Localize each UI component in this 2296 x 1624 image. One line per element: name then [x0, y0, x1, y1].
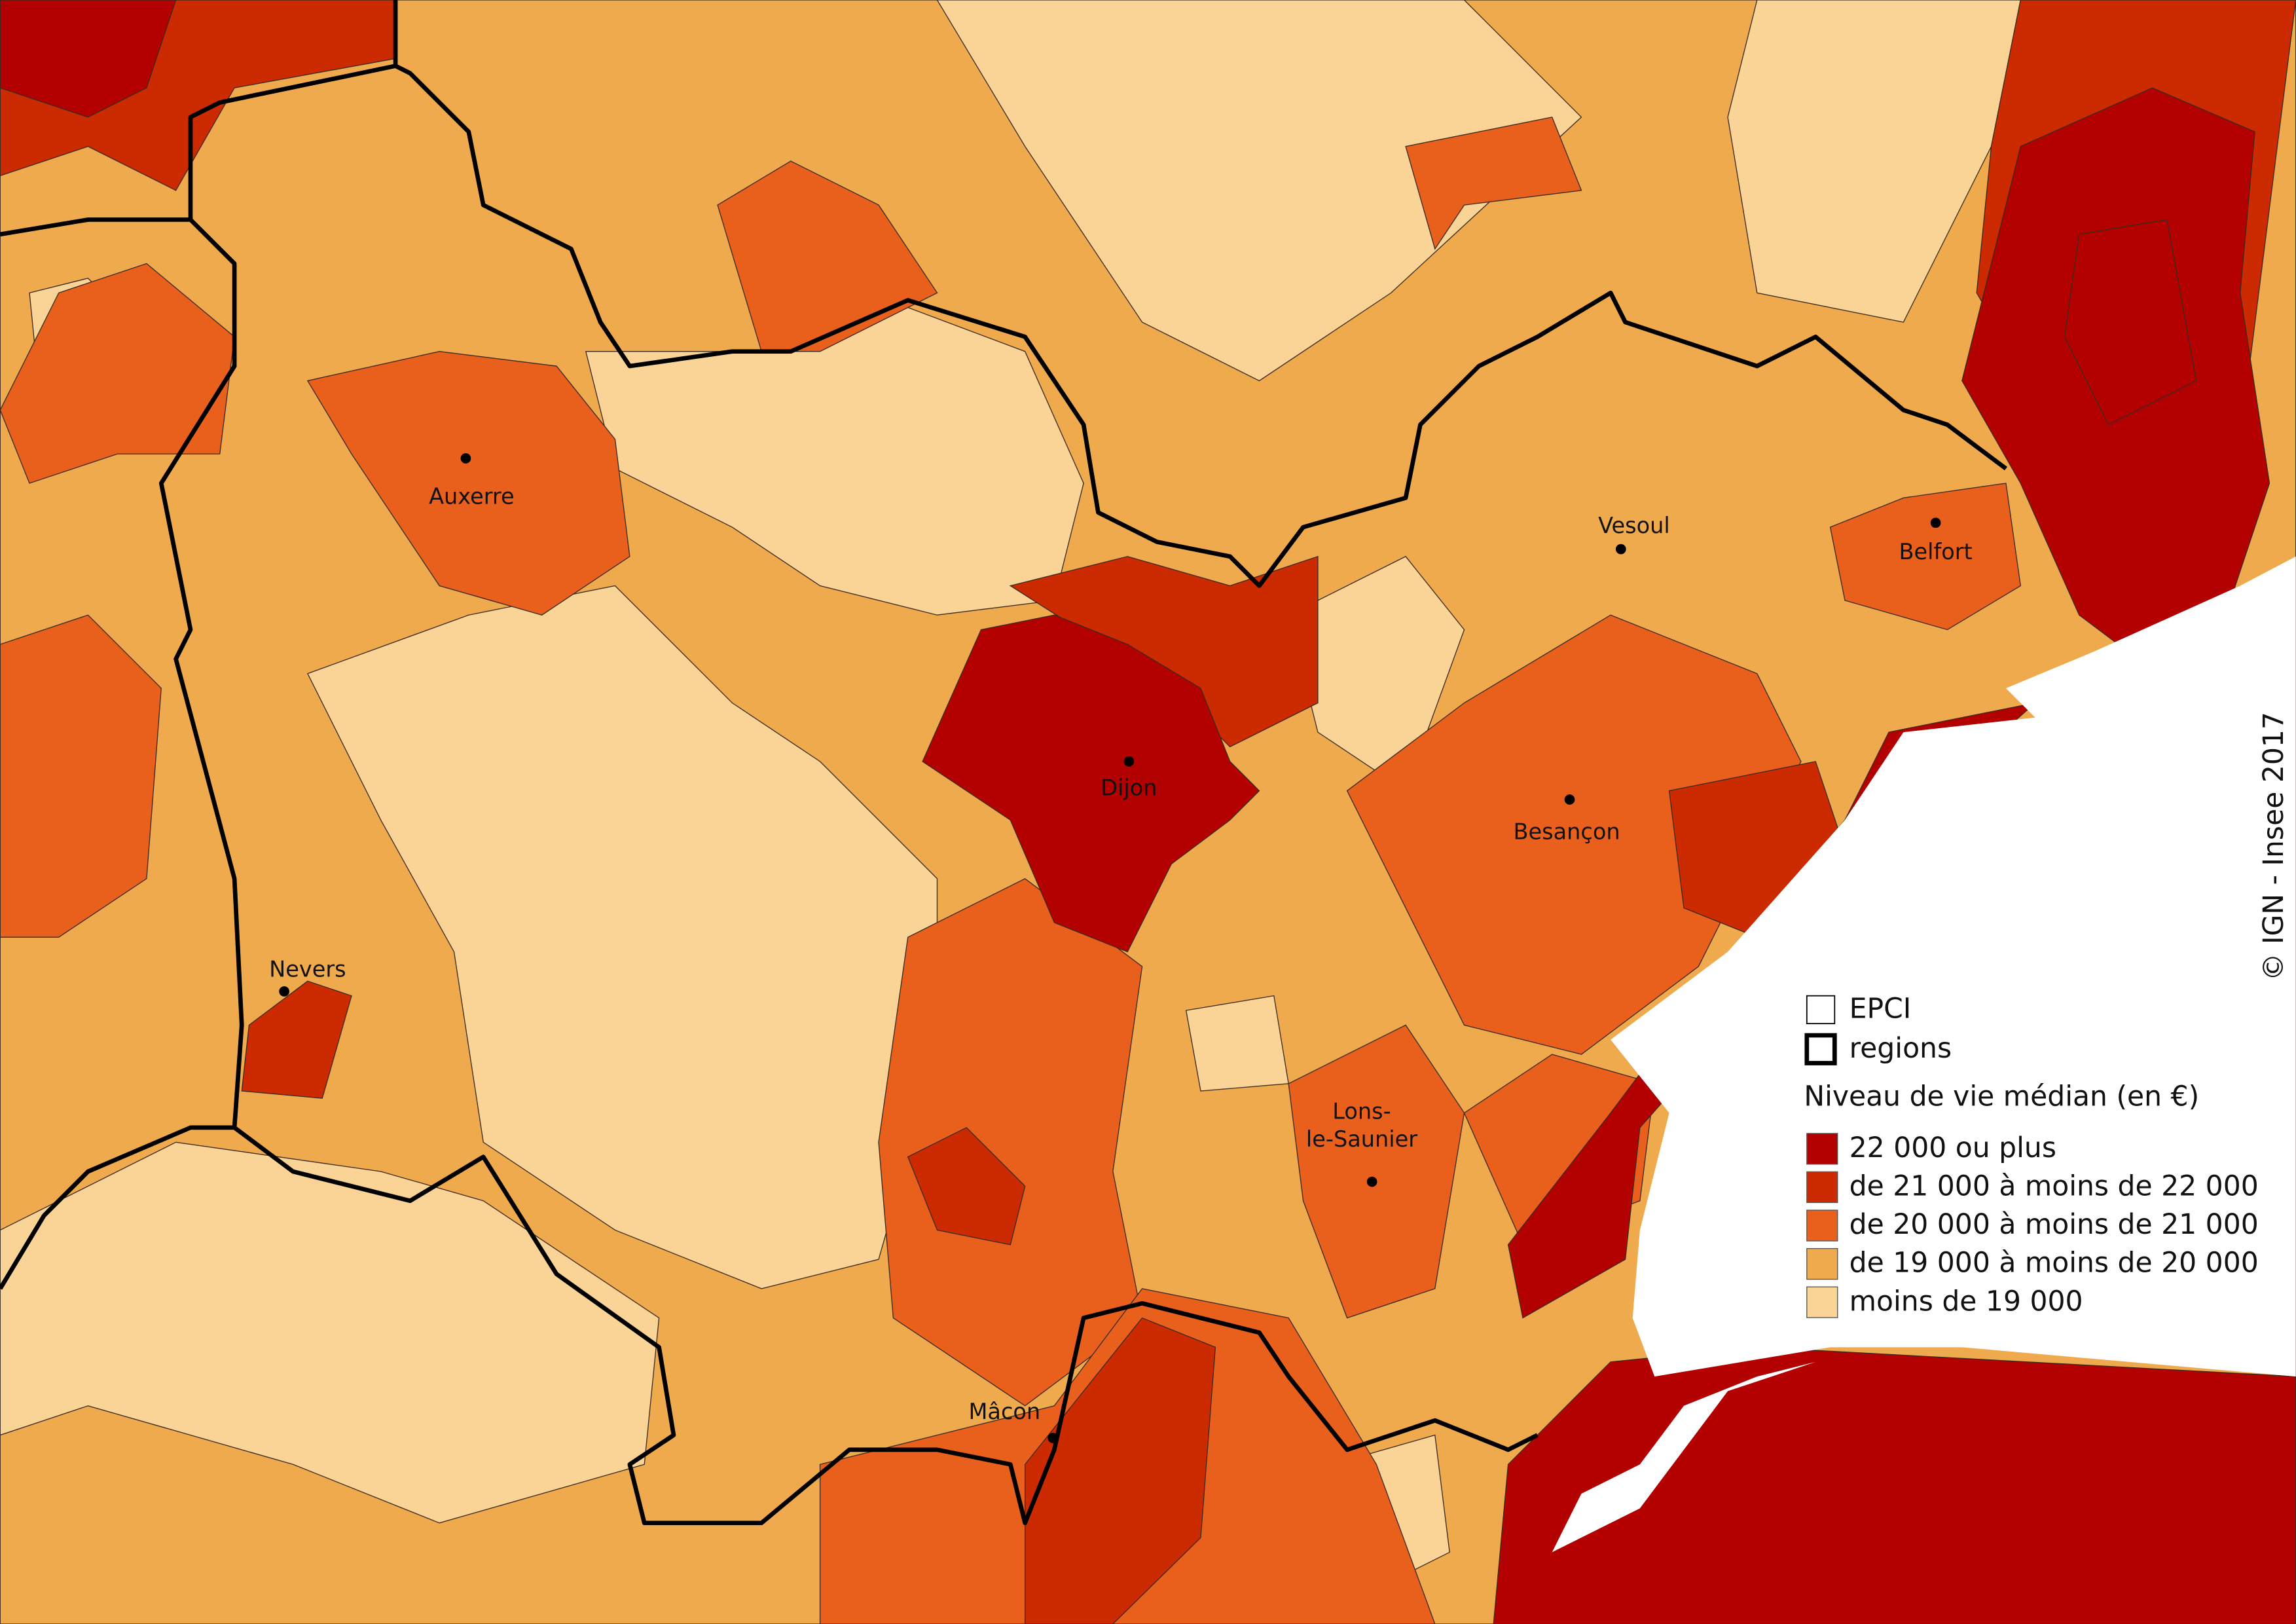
- epci-area: [878, 877, 1143, 1407]
- city-label: Belfort: [1899, 539, 1973, 564]
- city-label: Dijon: [1101, 775, 1157, 800]
- city-dot: [1615, 544, 1626, 555]
- city-dot: [279, 986, 289, 997]
- copyright: © IGN - Insee 2017: [2258, 712, 2290, 981]
- legend-swatch: [1806, 1171, 1838, 1204]
- epci-area: [1829, 483, 2022, 631]
- legend-title: Niveau de vie médian (en €): [1804, 1081, 2199, 1113]
- city-label: Mâcon: [969, 1399, 1041, 1424]
- legend-swatch: [1804, 1033, 1837, 1065]
- legend: EPCI regions Niveau de vie médian (en €) 22…: [1804, 993, 2259, 1318]
- epci-area: [2064, 219, 2197, 426]
- legend-label: EPCI: [1850, 993, 1912, 1025]
- epci-area: [0, 1141, 660, 1524]
- legend-swatch: [1806, 1247, 1838, 1280]
- city-label: Nevers: [269, 957, 346, 982]
- legend-swatch: [1806, 1133, 1838, 1165]
- city-label: le-Saunier: [1306, 1126, 1417, 1152]
- epci-area: [907, 1127, 1026, 1246]
- legend-swatch: [1806, 1209, 1838, 1242]
- epci-area: [0, 0, 177, 118]
- city-label: Lons-: [1332, 1098, 1391, 1124]
- epci-area: [241, 980, 352, 1099]
- cities: Auxerre Dijon Vesoul Belfort Besançon Nevers L…: [269, 453, 1973, 1443]
- legend-label: regions: [1850, 1033, 1952, 1065]
- region-border: [233, 1126, 1539, 1526]
- legend-label: de 21 000 à moins de 22 000: [1850, 1171, 2259, 1203]
- city-dot: [1564, 794, 1575, 805]
- epci-area: [1288, 1024, 1465, 1319]
- epci-area: [1727, 0, 2021, 323]
- epci-area: [1185, 995, 1289, 1092]
- epci-area: [1611, 556, 2296, 1377]
- region-border: [188, 0, 398, 220]
- legend-label: moins de 19 000: [1850, 1285, 2083, 1318]
- city-dot: [1123, 756, 1135, 767]
- epci-area: [936, 0, 1582, 382]
- legend-label: 22 000 ou plus: [1850, 1132, 2056, 1164]
- city-dot: [460, 453, 471, 464]
- epci-area: [306, 351, 630, 616]
- legend-label: de 19 000 à moins de 20 000: [1850, 1247, 2259, 1280]
- epci-area: [1024, 1317, 1216, 1624]
- city-dot: [1930, 517, 1941, 528]
- legend-swatch: [1806, 995, 1836, 1025]
- epci-area: [0, 263, 235, 484]
- city-label: Besançon: [1514, 819, 1620, 844]
- epci-area: [1288, 555, 1465, 792]
- region-border: [0, 217, 244, 1290]
- epci-area: [0, 614, 162, 938]
- legend-label: de 20 000 à moins de 21 000: [1850, 1209, 2259, 1241]
- city-dot: [1366, 1176, 1377, 1187]
- region-border: [394, 64, 2007, 588]
- city-label: Auxerre: [429, 483, 515, 509]
- epci-area: [1405, 117, 1582, 250]
- city-dot: [1048, 1433, 1058, 1443]
- city-label: Vesoul: [1598, 513, 1670, 538]
- legend-swatch: [1806, 1286, 1838, 1318]
- region-borders: [0, 0, 2007, 1526]
- epci-area: [1552, 1361, 1816, 1553]
- epci-area: [922, 614, 1260, 953]
